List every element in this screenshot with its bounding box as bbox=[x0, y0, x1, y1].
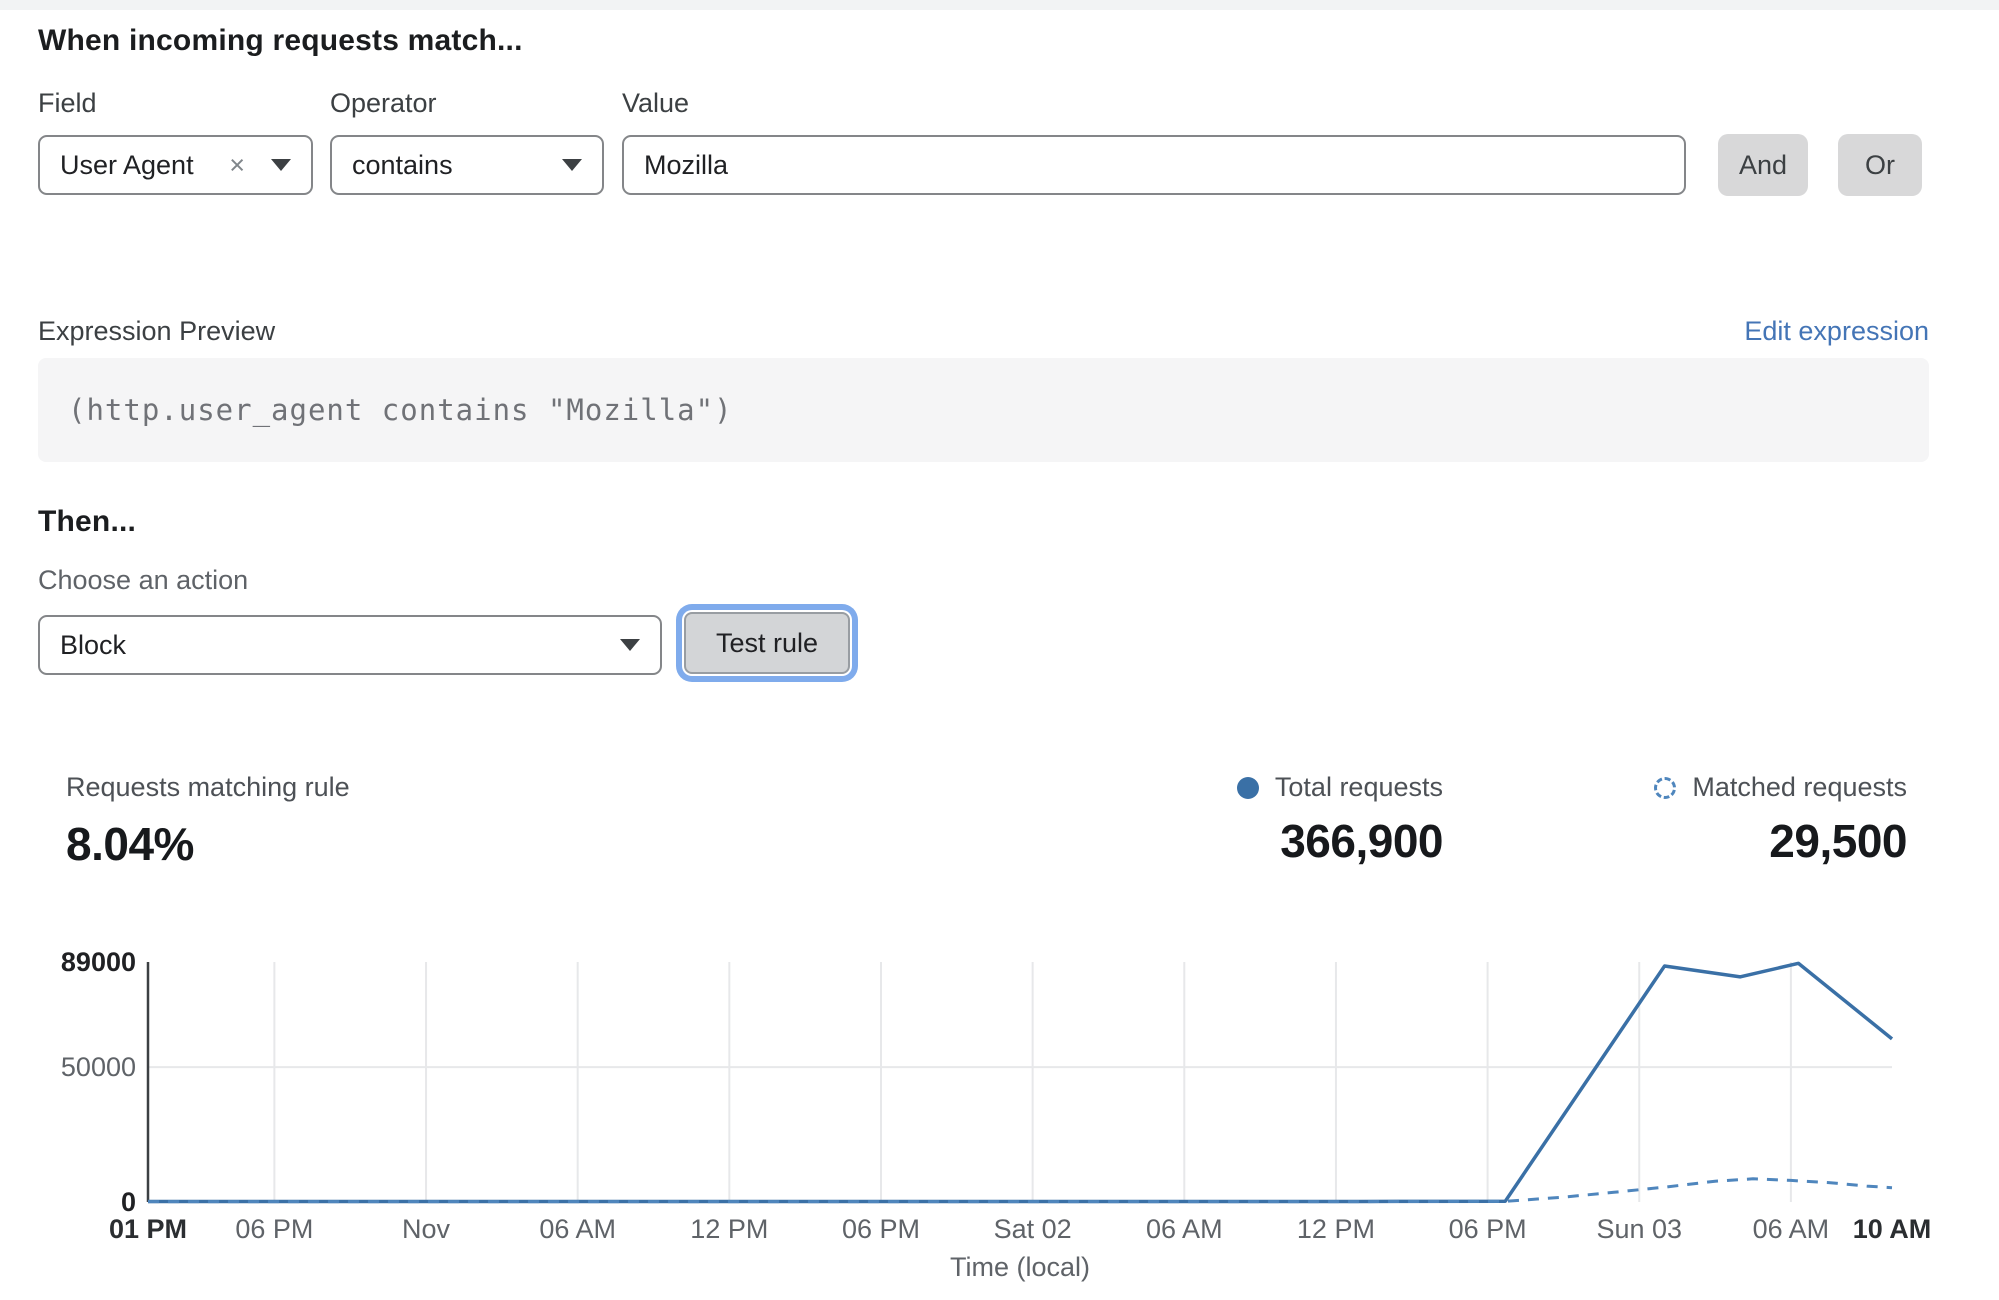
chart-x-axis-title: Time (local) bbox=[950, 1252, 1090, 1282]
chart-x-tick-label: 06 PM bbox=[1449, 1214, 1527, 1244]
field-select[interactable]: User Agent × bbox=[38, 135, 313, 195]
matched-requests-label: Matched requests bbox=[1692, 772, 1907, 802]
chart-x-tick-label: 10 AM bbox=[1853, 1214, 1932, 1244]
total-requests-value: 366,900 bbox=[1280, 815, 1443, 867]
chart-x-tick-label: Sat 02 bbox=[994, 1214, 1072, 1244]
matched-requests-stat: Matched requests 29,500 bbox=[1654, 772, 1907, 868]
chart-x-tick-label: 06 PM bbox=[842, 1214, 920, 1244]
page-title: When incoming requests match... bbox=[38, 24, 523, 57]
total-requests-stat: Total requests 366,900 bbox=[1236, 772, 1444, 868]
requests-matching-stat: Requests matching rule 8.04% bbox=[66, 772, 350, 871]
edit-expression-link[interactable]: Edit expression bbox=[1744, 316, 1929, 346]
chart-line-matched-requests bbox=[148, 1177, 1893, 1204]
requests-chart[interactable]: 89000 50000 0 01 PM 06 PM Nov 06 AM 12 PM 06 PM S… bbox=[0, 940, 1999, 1295]
and-button[interactable]: And bbox=[1718, 134, 1808, 196]
top-divider bbox=[0, 0, 1999, 10]
chart-x-tick-label: 06 AM bbox=[1146, 1214, 1223, 1244]
chart-x-tick-label: Sun 03 bbox=[1596, 1214, 1682, 1244]
chart-line-total-requests bbox=[148, 961, 1894, 1204]
chart-y-tick-label: 50000 bbox=[61, 1052, 136, 1082]
or-button[interactable]: Or bbox=[1838, 134, 1922, 196]
chart-y-tick-label: 89000 bbox=[61, 947, 136, 977]
chart-x-tick-label: 12 PM bbox=[1297, 1214, 1375, 1244]
clear-field-icon[interactable]: × bbox=[229, 149, 245, 180]
expression-preview-label: Expression Preview bbox=[38, 316, 276, 346]
chevron-down-icon bbox=[620, 639, 640, 651]
chevron-down-icon bbox=[271, 159, 291, 171]
operator-select-value: contains bbox=[352, 149, 453, 180]
value-label: Value bbox=[622, 88, 690, 118]
chevron-down-icon bbox=[562, 159, 582, 171]
chart-x-tick-label: 06 PM bbox=[235, 1214, 313, 1244]
value-input[interactable]: Mozilla bbox=[622, 135, 1686, 195]
chart-x-tick-label: Nov bbox=[402, 1214, 451, 1244]
matched-requests-value: 29,500 bbox=[1769, 815, 1907, 867]
requests-matching-value: 8.04% bbox=[66, 818, 194, 870]
then-heading: Then... bbox=[38, 505, 137, 538]
operator-label: Operator bbox=[330, 88, 437, 118]
total-requests-label: Total requests bbox=[1274, 772, 1443, 802]
chart-y-tick-label: 0 bbox=[121, 1187, 136, 1217]
operator-select[interactable]: contains bbox=[330, 135, 604, 195]
requests-matching-label: Requests matching rule bbox=[66, 772, 350, 802]
total-requests-legend-icon bbox=[1236, 776, 1259, 799]
expression-code: (http.user_agent contains "Mozilla") bbox=[68, 393, 733, 427]
choose-action-label: Choose an action bbox=[38, 565, 249, 595]
action-select-value: Block bbox=[60, 629, 127, 660]
expression-code-block: (http.user_agent contains "Mozilla") bbox=[38, 358, 1929, 462]
field-label: Field bbox=[38, 88, 97, 118]
chart-x-tick-label: 06 AM bbox=[1753, 1214, 1830, 1244]
field-select-value: User Agent bbox=[60, 149, 194, 180]
requests-chart-svg[interactable]: 89000 50000 001 PM 06 PM Nov 06 AM 12 PM 06 PM S… bbox=[0, 940, 1999, 1295]
value-input-text: Mozilla bbox=[644, 149, 729, 180]
chart-x-tick-label: 01 PM bbox=[109, 1214, 187, 1244]
action-select[interactable]: Block bbox=[38, 615, 662, 675]
chart-x-tick-label: 06 AM bbox=[539, 1214, 616, 1244]
matched-requests-legend-icon bbox=[1654, 776, 1677, 799]
test-rule-button[interactable]: Test rule bbox=[684, 612, 851, 674]
chart-x-tick-label: 12 PM bbox=[690, 1214, 768, 1244]
